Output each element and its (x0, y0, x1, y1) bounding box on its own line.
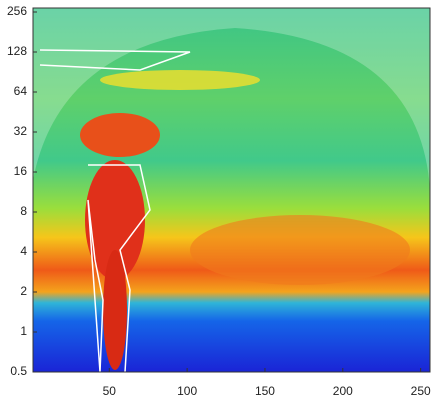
y-tick-label: 128 (7, 44, 27, 58)
y-tick-label: 16 (14, 164, 28, 178)
y-tick-label: 256 (7, 4, 27, 18)
y-tick-label: 8 (20, 204, 27, 218)
x-tick-label: 150 (255, 384, 275, 398)
y-tick-label: 0.5 (10, 364, 27, 378)
x-tick-label: 100 (177, 384, 197, 398)
x-tick-label: 250 (411, 384, 431, 398)
y-tick-label: 4 (20, 244, 27, 258)
chart: 50 100 150 200 250 0.5 1 2 4 8 16 32 64 128 256 (0, 0, 433, 411)
x-tick-label: 200 (333, 384, 353, 398)
y-tick-label: 64 (14, 84, 28, 98)
y-tick-label: 32 (14, 124, 28, 138)
high-region (103, 250, 127, 370)
coherence-field (33, 8, 430, 372)
high-region (80, 113, 160, 157)
high-region (190, 215, 410, 285)
page: 501001502002500.51248163264128256 (() =>… (0, 0, 433, 411)
high-region (100, 70, 260, 90)
y-tick-label: 2 (20, 284, 27, 298)
y-tick-label: 1 (20, 324, 27, 338)
x-tick-label: 50 (103, 384, 117, 398)
